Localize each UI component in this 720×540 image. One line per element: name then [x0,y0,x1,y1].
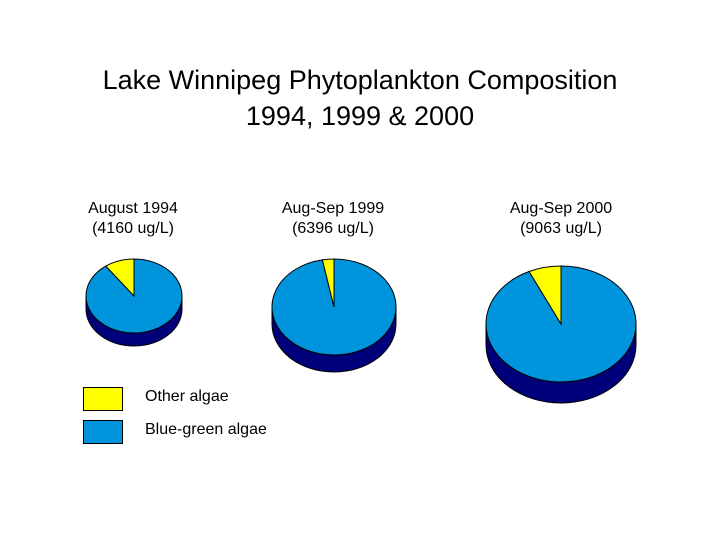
pie-2000-slice-other-algae [528,265,562,326]
pie-label-2000: Aug-Sep 2000 (9063 ug/L) [486,199,636,239]
legend-swatch-blue-green-algae [83,420,123,444]
pie-label-1999-total: (6396 ug/L) [292,220,374,237]
pie-label-1999-period: Aug-Sep 1999 [281,200,385,217]
pie-1994-slice-other-algae [104,258,135,298]
pie-1999-slice-other-algae [321,258,335,308]
pie-1999 [271,258,397,373]
legend-label-other-algae: Other algae [145,388,229,405]
legend-swatch-other-algae [83,387,123,411]
pie-label-2000-total: (9063 ug/L) [520,220,602,237]
pie-label-1994-total: (4160 ug/L) [92,220,174,237]
pie-label-1994: August 1994 (4160 ug/L) [58,199,208,239]
chart-title: Lake Winnipeg Phytoplankton Composition … [0,62,720,134]
pie-label-2000-period: Aug-Sep 2000 [509,200,613,217]
chart-title-line-2: 1994, 1999 & 2000 [245,101,475,131]
chart-title-line-1: Lake Winnipeg Phytoplankton Composition [102,65,618,95]
pie-label-1999: Aug-Sep 1999 (6396 ug/L) [258,199,408,239]
pie-1994 [85,258,183,347]
pie-label-1994-period: August 1994 [88,200,178,217]
legend-label-blue-green-algae: Blue-green algae [145,421,267,438]
pie-2000 [485,265,637,404]
